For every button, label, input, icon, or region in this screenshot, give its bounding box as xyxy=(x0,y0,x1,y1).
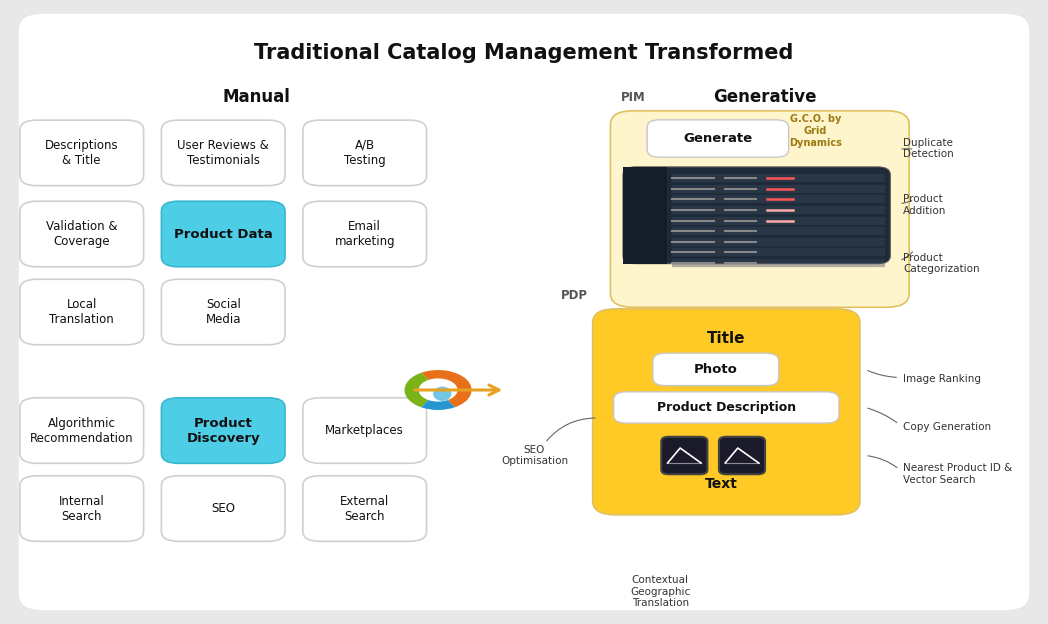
FancyBboxPatch shape xyxy=(303,398,427,463)
Text: Product
Categorization: Product Categorization xyxy=(903,253,980,274)
FancyBboxPatch shape xyxy=(20,201,144,267)
Text: Photo: Photo xyxy=(694,363,738,376)
FancyBboxPatch shape xyxy=(161,398,285,463)
FancyBboxPatch shape xyxy=(161,280,285,344)
FancyBboxPatch shape xyxy=(303,201,427,267)
Text: A/B
Testing: A/B Testing xyxy=(344,139,386,167)
FancyBboxPatch shape xyxy=(20,120,144,186)
FancyBboxPatch shape xyxy=(623,167,667,263)
Text: Manual: Manual xyxy=(223,88,290,105)
Text: Generate: Generate xyxy=(683,132,752,145)
Text: Duplicate
Detection: Duplicate Detection xyxy=(903,138,954,159)
Text: Generative: Generative xyxy=(714,88,816,105)
Text: Nearest Product ID &
Vector Search: Nearest Product ID & Vector Search xyxy=(903,464,1012,485)
FancyBboxPatch shape xyxy=(20,476,144,541)
FancyBboxPatch shape xyxy=(719,437,765,474)
FancyBboxPatch shape xyxy=(653,353,779,386)
FancyBboxPatch shape xyxy=(592,309,859,515)
FancyBboxPatch shape xyxy=(303,476,427,541)
Text: Descriptions
& Title: Descriptions & Title xyxy=(45,139,118,167)
Ellipse shape xyxy=(433,386,452,401)
Text: External
Search: External Search xyxy=(341,495,389,522)
FancyBboxPatch shape xyxy=(610,111,909,307)
Text: Social
Media: Social Media xyxy=(205,298,241,326)
Text: Title: Title xyxy=(707,331,745,346)
Text: PDP: PDP xyxy=(561,289,587,301)
FancyBboxPatch shape xyxy=(161,120,285,186)
Text: Algorithmic
Recommendation: Algorithmic Recommendation xyxy=(30,417,133,444)
FancyBboxPatch shape xyxy=(648,120,788,157)
Text: Product
Discovery: Product Discovery xyxy=(187,417,260,444)
FancyBboxPatch shape xyxy=(161,201,285,267)
FancyBboxPatch shape xyxy=(303,120,427,186)
Text: User Reviews &
Testimonials: User Reviews & Testimonials xyxy=(177,139,269,167)
Text: Local
Translation: Local Translation xyxy=(49,298,114,326)
Text: Email
marketing: Email marketing xyxy=(334,220,395,248)
Text: Contextual
Geographic
Translation: Contextual Geographic Translation xyxy=(630,575,691,608)
Text: Product Data: Product Data xyxy=(174,228,272,240)
Text: Traditional Catalog Management Transformed: Traditional Catalog Management Transform… xyxy=(255,43,793,63)
FancyBboxPatch shape xyxy=(161,476,285,541)
Text: SEO
Optimisation: SEO Optimisation xyxy=(501,445,568,466)
FancyBboxPatch shape xyxy=(20,280,144,344)
Text: Product Description: Product Description xyxy=(657,401,795,414)
FancyBboxPatch shape xyxy=(661,437,707,474)
Text: Image Ranking: Image Ranking xyxy=(903,374,981,384)
Text: Validation &
Coverage: Validation & Coverage xyxy=(46,220,117,248)
FancyBboxPatch shape xyxy=(613,392,838,423)
Text: G.C.O. by
Grid
Dynamics: G.C.O. by Grid Dynamics xyxy=(789,114,842,149)
Wedge shape xyxy=(405,373,429,407)
FancyBboxPatch shape xyxy=(19,14,1029,610)
FancyBboxPatch shape xyxy=(20,398,144,463)
Text: Internal
Search: Internal Search xyxy=(59,495,105,522)
Text: Product
Addition: Product Addition xyxy=(903,195,946,216)
FancyBboxPatch shape xyxy=(623,167,891,263)
Wedge shape xyxy=(421,400,455,410)
Text: PIM: PIM xyxy=(620,90,646,104)
Wedge shape xyxy=(421,370,472,407)
Text: Copy Generation: Copy Generation xyxy=(903,422,991,432)
Text: SEO: SEO xyxy=(212,502,235,515)
Text: Marketplaces: Marketplaces xyxy=(325,424,405,437)
Text: Text: Text xyxy=(704,477,738,490)
